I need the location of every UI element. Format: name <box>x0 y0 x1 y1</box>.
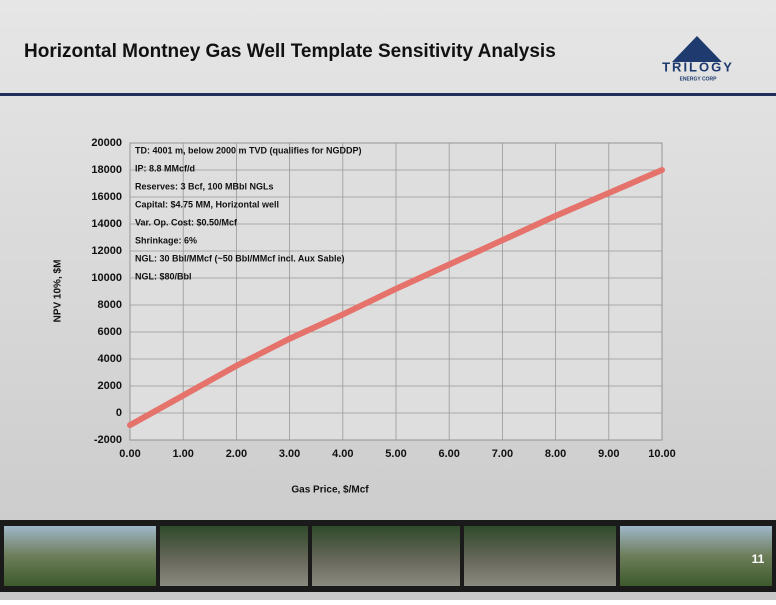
y-tick-label: 2000 <box>98 380 122 392</box>
annotation: Capital: $4.75 MM, Horizontal well <box>135 199 279 209</box>
y-tick-label: 20000 <box>91 137 122 149</box>
y-tick-label: 14000 <box>91 218 122 230</box>
slide-title: Horizontal Montney Gas Well Template Sen… <box>24 41 556 62</box>
x-tick-label: 5.00 <box>385 448 406 460</box>
photo <box>312 526 460 586</box>
annotation: TD: 4001 m, below 2000 m TVD (qualifies … <box>135 145 362 155</box>
y-tick-label: 16000 <box>91 191 122 203</box>
photo <box>4 526 156 586</box>
photo <box>620 526 772 586</box>
logo: TRILOGY <box>662 59 734 74</box>
x-tick-label: 2.00 <box>226 448 247 460</box>
x-tick-label: 7.00 <box>492 448 513 460</box>
y-tick-label: -2000 <box>94 434 122 446</box>
annotation: Shrinkage: 6% <box>135 235 197 245</box>
y-tick-label: 18000 <box>91 164 122 176</box>
x-tick-label: 6.00 <box>438 448 459 460</box>
logo-subtitle: ENERGY CORP <box>680 76 718 82</box>
x-tick-label: 8.00 <box>545 448 566 460</box>
x-tick-label: 4.00 <box>332 448 353 460</box>
annotation: IP: 8.8 MMcf/d <box>135 163 195 173</box>
y-tick-label: 12000 <box>91 245 122 257</box>
annotation: NGL: $80/Bbl <box>135 271 192 281</box>
annotation: Reserves: 3 Bcf, 100 MBbl NGLs <box>135 181 274 191</box>
x-tick-label: 9.00 <box>598 448 619 460</box>
x-tick-label: 3.00 <box>279 448 300 460</box>
y-tick-label: 4000 <box>98 353 122 365</box>
series-line <box>127 167 665 429</box>
title-rule <box>0 93 776 96</box>
annotation: Var. Op. Cost: $0.50/Mcf <box>135 217 238 227</box>
x-tick-label: 10.00 <box>648 448 676 460</box>
y-tick-label: 6000 <box>98 326 122 338</box>
photo <box>160 526 308 586</box>
x-tick-label: 1.00 <box>172 448 193 460</box>
x-axis-label: Gas Price, $/Mcf <box>291 485 369 496</box>
logo-mark <box>672 36 722 62</box>
y-tick-label: 10000 <box>91 272 122 284</box>
y-tick-label: 0 <box>116 407 122 419</box>
y-tick-label: 8000 <box>98 299 122 311</box>
page-number: 11 <box>752 552 765 566</box>
annotation: NGL: 30 Bbl/MMcf (~50 Bbl/MMcf incl. Aux… <box>135 253 344 263</box>
y-axis-label: NPV 10%, $M <box>53 260 64 323</box>
photo <box>464 526 616 586</box>
x-tick-label: 0.00 <box>119 448 140 460</box>
